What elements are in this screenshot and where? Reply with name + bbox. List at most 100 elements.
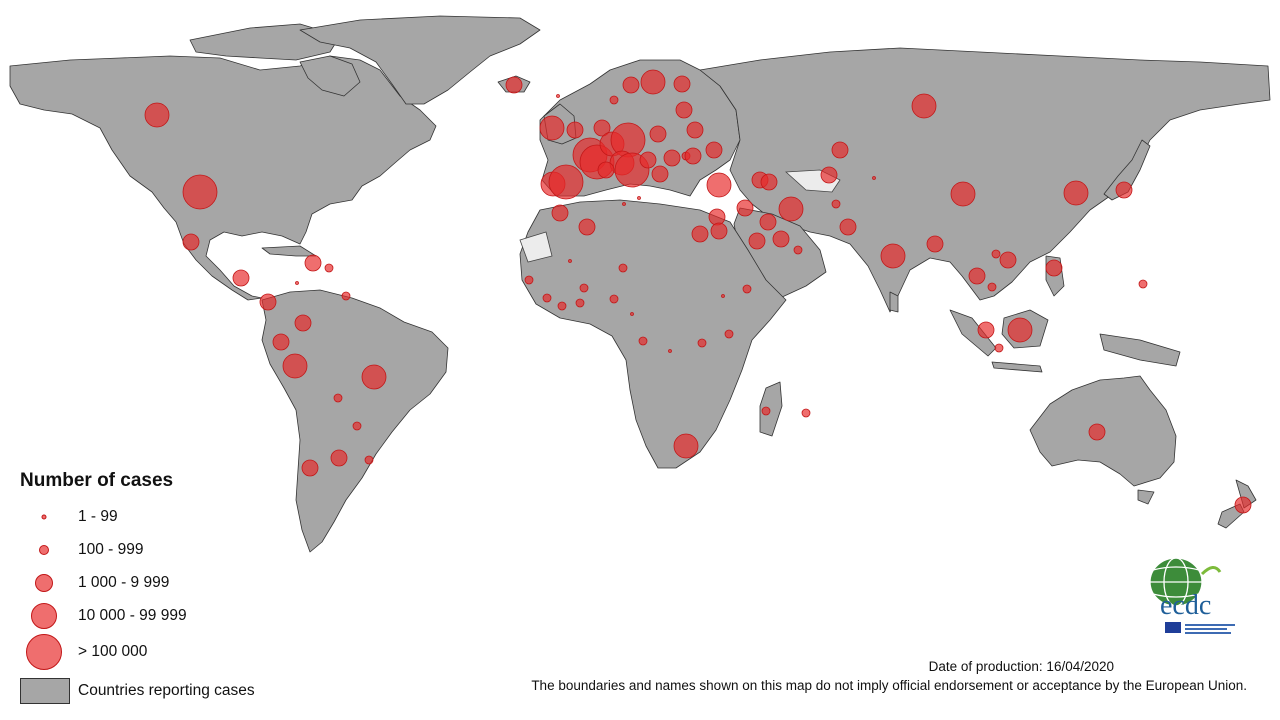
case-bubble <box>831 199 841 209</box>
case-bubble <box>304 254 322 272</box>
case-bubble <box>622 76 640 94</box>
case-bubble <box>736 199 754 217</box>
case-bubble <box>301 459 319 477</box>
case-bubble <box>801 408 811 418</box>
case-bubble <box>259 293 277 311</box>
case-bubble <box>705 141 723 159</box>
land-greenland <box>299 15 541 105</box>
disclaimer-text: The boundaries and names shown on this m… <box>531 678 1247 693</box>
case-bubble <box>593 119 611 137</box>
case-bubble <box>820 166 838 184</box>
case-bubble <box>640 69 666 95</box>
case-bubble <box>1045 259 1063 277</box>
legend-label: > 100 000 <box>78 643 148 660</box>
case-bubble <box>748 232 766 250</box>
case-bubble <box>364 455 374 465</box>
case-bubble <box>272 333 290 351</box>
case-bubble <box>760 173 778 191</box>
case-bubble <box>182 174 218 210</box>
case-bubble <box>710 222 728 240</box>
land-sri-lanka <box>889 291 899 313</box>
case-bubble <box>742 284 752 294</box>
case-bubble <box>772 230 790 248</box>
case-bubble <box>684 147 702 165</box>
case-bubble <box>759 213 777 231</box>
case-bubble <box>999 251 1017 269</box>
date-of-production: Date of production: 16/04/2020 <box>928 659 1114 674</box>
land-sumatra <box>949 309 997 357</box>
case-bubble <box>987 282 997 292</box>
legend-countries-row: Countries reporting cases <box>18 676 278 706</box>
land-new-guinea <box>1099 333 1181 367</box>
case-bubble <box>724 329 734 339</box>
case-bubble <box>839 218 857 236</box>
case-bubble <box>673 433 699 459</box>
land-south-america <box>261 289 449 553</box>
case-bubble <box>994 343 1004 353</box>
case-bubbles <box>144 69 1252 514</box>
case-bubble <box>686 121 704 139</box>
legend-row: 1 - 99 <box>18 500 278 533</box>
case-bubble <box>637 196 641 200</box>
legend-title: Number of cases <box>20 470 174 491</box>
case-bubble <box>610 122 646 158</box>
legend-symbol <box>41 514 47 519</box>
land-arctic-islands <box>189 23 341 61</box>
case-bubble <box>638 336 648 346</box>
land-japan <box>1103 139 1151 201</box>
case-bubble <box>352 421 362 431</box>
legend-row: 100 - 999 <box>18 533 278 566</box>
land-no-data-sahara <box>519 231 553 263</box>
land-north-america <box>9 55 437 301</box>
land-java <box>991 361 1043 373</box>
case-bubble <box>182 233 200 251</box>
case-bubble <box>649 125 667 143</box>
case-bubble <box>880 243 906 269</box>
case-bubble <box>1007 317 1033 343</box>
case-bubble <box>651 165 669 183</box>
land-baffin <box>299 55 361 97</box>
legend-countries-swatch <box>20 678 70 704</box>
case-bubble <box>630 312 634 316</box>
case-bubble <box>721 294 725 298</box>
case-bubble <box>697 338 707 348</box>
legend-row: > 100 000 <box>18 632 278 672</box>
case-bubble <box>282 353 308 379</box>
case-bubble <box>977 321 995 339</box>
case-bubble <box>597 161 615 179</box>
case-bubble <box>579 283 589 293</box>
legend-symbol <box>31 602 57 629</box>
case-bubble <box>324 263 334 273</box>
case-bubble <box>333 393 343 403</box>
case-bubble <box>539 115 565 141</box>
case-bubble <box>557 301 567 311</box>
legend: Number of cases 1 - 99 100 - 999 1 000 - 9… <box>18 470 278 706</box>
case-bubble <box>691 225 709 243</box>
case-bubble <box>1115 181 1133 199</box>
ecdc-logo: ecdc <box>1140 552 1250 640</box>
case-bubble <box>575 298 585 308</box>
case-bubble <box>505 76 523 94</box>
case-bubble <box>566 121 584 139</box>
legend-row: 10 000 - 99 999 <box>18 599 278 632</box>
case-bubble <box>761 406 771 416</box>
case-bubble <box>578 218 596 236</box>
case-bubble <box>609 294 619 304</box>
case-bubble <box>542 293 552 303</box>
case-bubble <box>618 263 628 273</box>
case-bubble <box>708 208 726 226</box>
legend-label: 1 - 99 <box>78 507 118 525</box>
legend-countries-label: Countries reporting cases <box>78 682 255 699</box>
case-bubble <box>524 275 534 285</box>
case-bubble <box>568 259 572 263</box>
case-bubble <box>295 281 299 285</box>
legend-row: 1 000 - 9 999 <box>18 566 278 599</box>
case-bubble <box>991 249 1001 259</box>
case-bubble <box>294 314 312 332</box>
land-cuba <box>261 245 317 257</box>
case-bubble <box>831 141 849 159</box>
case-bubble <box>1234 496 1252 514</box>
case-bubble <box>556 94 560 98</box>
case-bubble <box>778 196 804 222</box>
